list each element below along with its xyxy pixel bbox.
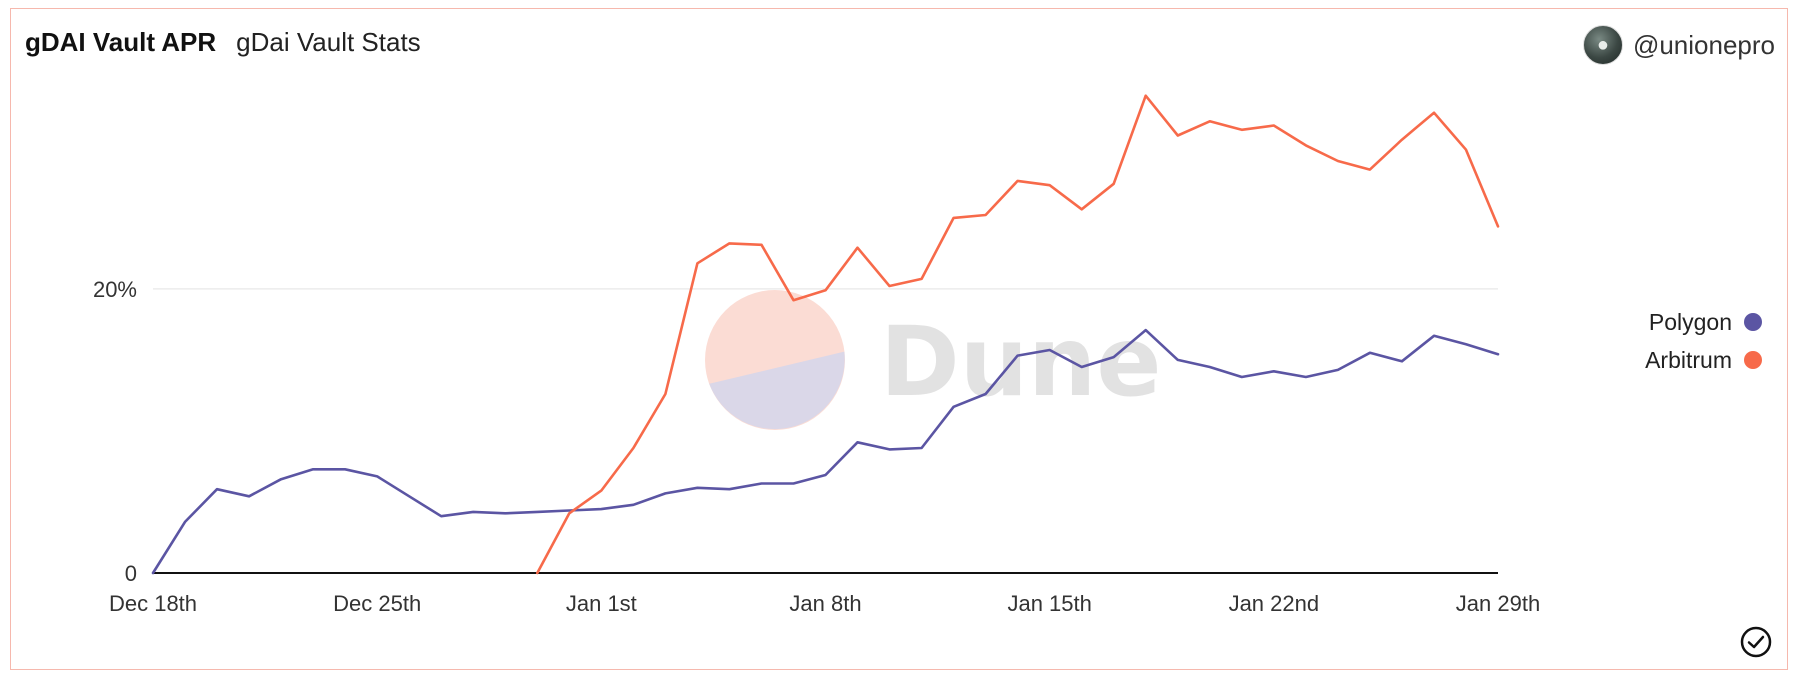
x-tick-label: Jan 22nd [1229,591,1320,616]
x-tick-label: Dec 18th [109,591,197,616]
dune-watermark: Dune [705,290,1161,430]
author-username[interactable]: @unionepro [1632,29,1775,60]
chart-legend: Polygon Arbitrum [1645,309,1762,373]
check-circle-icon[interactable] [1739,625,1773,659]
legend-marker-arbitrum[interactable] [1744,351,1762,369]
series-lines [151,94,1500,575]
watermark-text: Dune [880,306,1161,418]
x-tick-label: Jan 8th [789,591,861,616]
legend-marker-polygon[interactable] [1744,313,1762,331]
y-axis-ticks: 0 20% [93,277,137,586]
legend-label-arbitrum[interactable]: Arbitrum [1645,347,1732,373]
chart-subtitle[interactable]: gDai Vault Stats [236,27,421,57]
x-tick-label: Jan 29th [1456,591,1540,616]
chart-title: gDAI Vault APR [25,27,217,57]
watermark-logo-bottom [709,351,845,430]
y-tick-label: 0 [125,561,137,586]
series-line-polygon[interactable] [151,328,1500,575]
chart-card: gDAI Vault APR gDai Vault Stats ● @union… [10,8,1788,670]
x-tick-label: Jan 1st [566,591,637,616]
author-link[interactable]: ● @unionepro [1582,25,1775,65]
legend-label-polygon[interactable]: Polygon [1649,309,1732,335]
user-avatar-icon[interactable]: ● [1582,25,1623,65]
x-tick-label: Jan 15th [1007,591,1091,616]
y-tick-label: 20% [93,277,137,302]
x-tick-label: Dec 25th [333,591,421,616]
series-line-arbitrum[interactable] [536,94,1500,575]
chart-header: gDAI Vault APR gDai Vault Stats [25,27,421,58]
x-axis-ticks: Dec 18th Dec 25th Jan 1st Jan 8th Jan 15th Ja… [109,591,1540,616]
